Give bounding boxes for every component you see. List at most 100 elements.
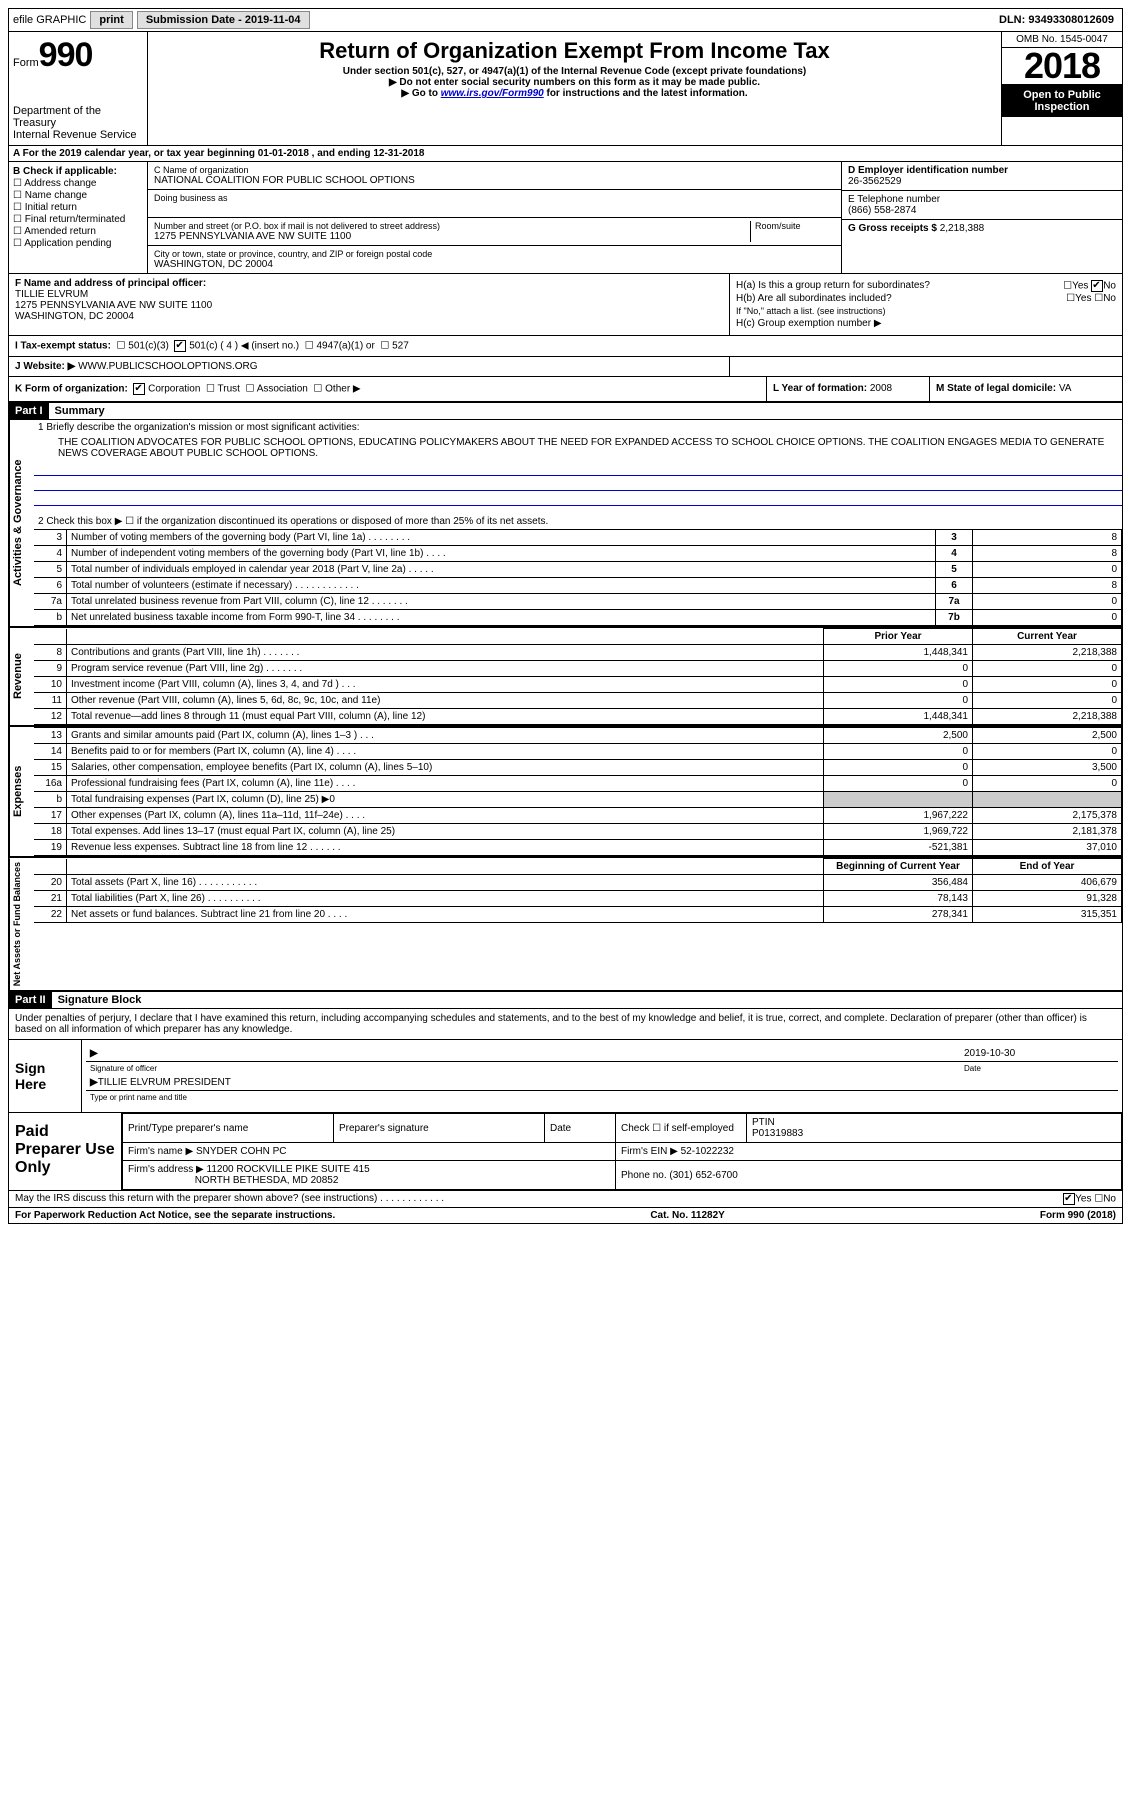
header: Form990 Department of the Treasury Inter… — [9, 32, 1122, 146]
table-row: 5Total number of individuals employed in… — [34, 562, 1122, 578]
officer-city: WASHINGTON, DC 20004 — [15, 311, 723, 322]
chk-name-change[interactable]: ☐ Name change — [13, 190, 143, 201]
firm-addr-label: Firm's address ▶ — [128, 1164, 204, 1175]
table-row: Firm's address ▶ 11200 ROCKVILLE PIKE SU… — [123, 1161, 1122, 1190]
chk-initial-return[interactable]: ☐ Initial return — [13, 202, 143, 213]
form-title: Return of Organization Exempt From Incom… — [152, 38, 997, 64]
firm-ein-label: Firm's EIN ▶ — [621, 1146, 678, 1157]
discuss-yes-check[interactable] — [1063, 1193, 1075, 1205]
sub3-pre: ▶ Go to — [401, 88, 440, 99]
ha-no: No — [1103, 281, 1116, 292]
top-bar: efile GRAPHIC print Submission Date - 20… — [9, 9, 1122, 32]
paid-preparer-label: Paid Preparer Use Only — [9, 1113, 122, 1190]
eoy-header: End of Year — [973, 859, 1122, 875]
firm-ein-cell: Firm's EIN ▶ 52-1022232 — [616, 1143, 1122, 1161]
ptin-value: P01319883 — [752, 1128, 803, 1139]
chk-amended-return[interactable]: ☐ Amended return — [13, 226, 143, 237]
efile-label: efile GRAPHIC — [13, 14, 86, 26]
part1-header-row: Part I Summary — [9, 403, 1122, 420]
h-b-note: If "No," attach a list. (see instruction… — [736, 306, 1116, 316]
ptin-cell: PTINP01319883 — [747, 1114, 1122, 1143]
firm-name-cell: Firm's name ▶ SNYDER COHN PC — [123, 1143, 616, 1161]
phone-value: (301) 652-6700 — [669, 1170, 737, 1181]
prior-year-header: Prior Year — [824, 629, 973, 645]
row-val: 8 — [973, 530, 1122, 546]
j-label: J Website: ▶ — [15, 361, 75, 372]
opt-initial-return: Initial return — [25, 202, 77, 213]
sig-name-label: Type or print name and title — [86, 1093, 1118, 1102]
boc-header: Beginning of Current Year — [824, 859, 973, 875]
footer-left: For Paperwork Reduction Act Notice, see … — [15, 1210, 335, 1221]
dln-label: DLN: 93493308012609 — [999, 14, 1118, 26]
j-right-blank — [730, 357, 1122, 376]
table-row: 22Net assets or fund balances. Subtract … — [34, 907, 1122, 923]
k-label: K Form of organization: — [15, 384, 128, 395]
line-2-checkbox: 2 Check this box ▶ ☐ if the organization… — [34, 514, 1122, 529]
blank-3 — [34, 491, 1122, 506]
k-corp-check[interactable] — [133, 383, 145, 395]
c-name-label: C Name of organization — [154, 165, 835, 175]
table-row: 15Salaries, other compensation, employee… — [34, 760, 1122, 776]
c-city-row: City or town, state or province, country… — [148, 246, 841, 273]
b-label: B Check if applicable: — [13, 166, 143, 177]
current-year-header: Current Year — [973, 629, 1122, 645]
col-c: C Name of organization NATIONAL COALITIO… — [148, 162, 842, 273]
row-klm: K Form of organization: Corporation ☐ Tr… — [9, 377, 1122, 403]
i-4947: 4947(a)(1) or — [316, 341, 374, 352]
k-corp: Corporation — [148, 384, 200, 395]
form-990-number: 990 — [39, 36, 93, 74]
h-b-line: H(b) Are all subordinates included? ☐Yes… — [736, 293, 1116, 304]
firm-addr2: NORTH BETHESDA, MD 20852 — [195, 1175, 339, 1186]
row-box: 3 — [936, 530, 973, 546]
table-row: 9Program service revenue (Part VIII, lin… — [34, 661, 1122, 677]
tax-year: 2018 — [1002, 48, 1122, 85]
ptin-label: PTIN — [752, 1117, 775, 1128]
form990-link[interactable]: www.irs.gov/Form990 — [441, 88, 544, 99]
table-row: 7aTotal unrelated business revenue from … — [34, 594, 1122, 610]
i-501c4-check[interactable] — [174, 340, 186, 352]
org-city: WASHINGTON, DC 20004 — [154, 259, 835, 270]
part1-title: Summary — [49, 405, 105, 417]
l-label: L Year of formation: — [773, 383, 867, 394]
opt-address-change: Address change — [24, 178, 96, 189]
col-b-checkboxes: B Check if applicable: ☐ Address change … — [9, 162, 148, 273]
m-label: M State of legal domicile: — [936, 383, 1056, 394]
chk-application-pending[interactable]: ☐ Application pending — [13, 238, 143, 249]
col-f-officer: F Name and address of principal officer:… — [9, 274, 730, 335]
section-revenue: Revenue Prior YearCurrent Year 8Contribu… — [9, 628, 1122, 727]
vlabel-activities: Activities & Governance — [9, 420, 34, 626]
part2-title: Signature Block — [52, 994, 142, 1006]
k-trust: Trust — [218, 384, 240, 395]
discuss-label: May the IRS discuss this return with the… — [15, 1193, 1063, 1205]
sig-date-value: 2019-10-30 — [964, 1048, 1114, 1059]
h-a-line: H(a) Is this a group return for subordin… — [736, 280, 1116, 291]
table-row: 16aProfessional fundraising fees (Part I… — [34, 776, 1122, 792]
chk-address-change[interactable]: ☐ Address change — [13, 178, 143, 189]
table-row: 19Revenue less expenses. Subtract line 1… — [34, 840, 1122, 856]
vlabel-revenue: Revenue — [9, 628, 34, 725]
table-row: 8Contributions and grants (Part VIII, li… — [34, 645, 1122, 661]
blank-2 — [34, 476, 1122, 491]
net-table: Beginning of Current YearEnd of Year 20T… — [34, 858, 1122, 923]
ha-no-check[interactable] — [1091, 280, 1103, 292]
i-527: 527 — [392, 341, 409, 352]
row-fh: F Name and address of principal officer:… — [9, 274, 1122, 336]
i-501c3: 501(c)(3) — [128, 341, 169, 352]
section-expenses: Expenses 13Grants and similar amounts pa… — [9, 727, 1122, 858]
signature-section: Under penalties of perjury, I declare th… — [9, 1009, 1122, 1208]
form-number: Form990 — [13, 36, 143, 75]
dba-label: Doing business as — [154, 193, 835, 203]
firm-name-value: SNYDER COHN PC — [196, 1146, 287, 1157]
submission-date-button[interactable]: Submission Date - 2019-11-04 — [137, 11, 310, 29]
officer-addr: 1275 PENNSYLVANIA AVE NW SUITE 1100 — [15, 300, 723, 311]
g-gross-row: G Gross receipts $ 2,218,388 — [842, 220, 1122, 237]
section-bcdeg: B Check if applicable: ☐ Address change … — [9, 162, 1122, 274]
table-row: 4Number of independent voting members of… — [34, 546, 1122, 562]
chk-final-return[interactable]: ☐ Final return/terminated — [13, 214, 143, 225]
print-button[interactable]: print — [90, 11, 132, 29]
table-row: 11Other revenue (Part VIII, column (A), … — [34, 693, 1122, 709]
part2-header-row: Part II Signature Block — [9, 992, 1122, 1009]
sig-officer-line: ▶ 2019-10-30 — [86, 1046, 1118, 1062]
row-num: 3 — [34, 530, 67, 546]
table-row: Print/Type preparer's name Preparer's si… — [123, 1114, 1122, 1143]
